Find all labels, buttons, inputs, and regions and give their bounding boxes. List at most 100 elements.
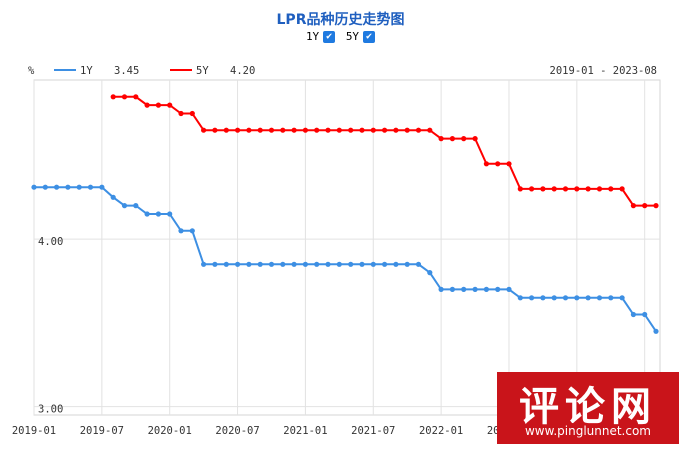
data-point-1y bbox=[325, 261, 331, 267]
data-point-1y bbox=[76, 184, 82, 190]
data-point-1y bbox=[472, 286, 478, 292]
data-point-1y bbox=[87, 184, 94, 190]
data-point-1y bbox=[189, 228, 195, 234]
data-point-5y bbox=[110, 94, 116, 100]
data-point-1y bbox=[438, 286, 444, 292]
toggle-1y-label: 1Y bbox=[305, 30, 320, 43]
data-point-1y bbox=[449, 286, 455, 292]
data-point-1y bbox=[336, 261, 342, 267]
data-point-5y bbox=[630, 203, 637, 209]
data-point-5y bbox=[348, 127, 354, 133]
toggle-5y-checkbox[interactable]: ✔ bbox=[363, 30, 376, 43]
data-point-1y bbox=[212, 261, 218, 267]
x-tick-label: 2022-01 bbox=[419, 425, 463, 437]
data-point-1y bbox=[348, 261, 354, 267]
data-point-1y bbox=[246, 261, 252, 267]
data-point-1y bbox=[585, 295, 591, 301]
data-point-1y bbox=[619, 295, 625, 301]
data-point-5y bbox=[201, 127, 207, 133]
data-point-1y bbox=[291, 261, 297, 267]
data-point-1y bbox=[133, 203, 139, 209]
toggle-5y[interactable]: 5Y ✔ bbox=[345, 30, 376, 43]
data-point-1y bbox=[235, 261, 241, 267]
data-point-1y bbox=[110, 194, 116, 200]
data-point-5y bbox=[438, 136, 444, 142]
data-point-1y bbox=[370, 261, 376, 267]
data-point-1y bbox=[393, 261, 399, 267]
data-point-5y bbox=[246, 127, 252, 133]
data-point-1y bbox=[540, 295, 546, 301]
data-point-5y bbox=[302, 127, 308, 133]
data-point-5y bbox=[280, 127, 286, 133]
data-point-5y bbox=[608, 186, 614, 192]
data-point-1y bbox=[608, 295, 614, 301]
data-point-1y bbox=[529, 295, 535, 301]
data-point-5y bbox=[370, 127, 376, 133]
data-point-5y bbox=[449, 136, 455, 142]
data-point-5y bbox=[212, 127, 218, 133]
data-point-1y bbox=[653, 328, 659, 334]
data-point-5y bbox=[178, 110, 184, 117]
data-point-1y bbox=[257, 261, 263, 267]
data-point-1y bbox=[223, 261, 229, 267]
data-point-1y bbox=[483, 286, 489, 292]
toggle-1y[interactable]: 1Y ✔ bbox=[305, 30, 336, 43]
series-toggles: 1Y ✔ 5Y ✔ bbox=[0, 30, 681, 43]
x-tick-label: 2019-01 bbox=[12, 425, 56, 437]
x-tick-label: 2020-07 bbox=[215, 425, 259, 437]
data-point-1y bbox=[404, 261, 410, 267]
data-point-1y bbox=[99, 184, 105, 190]
data-point-5y bbox=[642, 203, 648, 209]
data-point-5y bbox=[415, 127, 422, 133]
data-point-5y bbox=[506, 161, 512, 167]
data-point-1y bbox=[314, 261, 320, 267]
data-point-5y bbox=[472, 136, 478, 142]
data-point-1y bbox=[268, 261, 275, 267]
data-point-1y bbox=[31, 184, 37, 190]
data-point-5y bbox=[574, 186, 580, 192]
data-point-5y bbox=[461, 136, 467, 142]
data-point-5y bbox=[382, 127, 388, 133]
data-point-5y bbox=[540, 186, 546, 192]
data-point-5y bbox=[393, 127, 399, 133]
data-point-1y bbox=[642, 311, 648, 318]
data-point-5y bbox=[529, 186, 535, 192]
data-point-5y bbox=[268, 127, 275, 133]
data-point-1y bbox=[495, 286, 501, 292]
data-point-5y bbox=[404, 127, 410, 133]
data-point-5y bbox=[257, 127, 263, 133]
data-point-5y bbox=[619, 186, 625, 192]
data-point-1y bbox=[302, 261, 308, 267]
data-point-5y bbox=[562, 186, 569, 192]
data-point-5y bbox=[314, 127, 320, 133]
data-point-5y bbox=[517, 186, 523, 192]
legend-value-5y: 4.20 bbox=[230, 65, 255, 77]
data-point-1y bbox=[167, 211, 173, 217]
data-point-1y bbox=[42, 184, 48, 190]
data-point-1y bbox=[121, 203, 128, 209]
data-point-5y bbox=[483, 161, 489, 167]
legend-key-1y: 1Y bbox=[80, 65, 93, 77]
data-point-5y bbox=[189, 110, 195, 117]
data-point-5y bbox=[155, 102, 161, 108]
data-point-5y bbox=[121, 94, 128, 100]
data-point-5y bbox=[325, 127, 331, 133]
y-tick-label: 4.00 bbox=[38, 236, 63, 248]
data-point-1y bbox=[280, 261, 286, 267]
data-point-5y bbox=[167, 102, 173, 108]
toggle-5y-label: 5Y bbox=[345, 30, 360, 43]
data-point-5y bbox=[551, 186, 557, 192]
x-tick-label: 2021-07 bbox=[351, 425, 395, 437]
plot-area bbox=[33, 79, 661, 416]
watermark-url: www.pinglunnet.com bbox=[524, 424, 651, 438]
y-tick-label: 3.00 bbox=[38, 404, 63, 416]
data-point-1y bbox=[596, 295, 603, 301]
data-point-1y bbox=[427, 270, 433, 276]
data-point-5y bbox=[235, 127, 241, 133]
toggle-1y-checkbox[interactable]: ✔ bbox=[323, 30, 336, 43]
data-point-5y bbox=[495, 161, 501, 167]
data-point-1y bbox=[54, 184, 60, 190]
data-point-5y bbox=[653, 203, 659, 209]
data-point-1y bbox=[178, 228, 184, 234]
